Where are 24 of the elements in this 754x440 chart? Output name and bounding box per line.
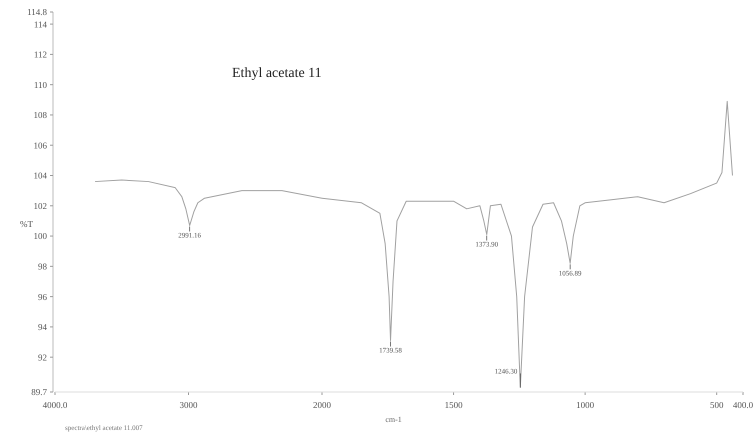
x-tick-label: 3000 bbox=[180, 400, 198, 410]
y-tick-label: 94 bbox=[38, 322, 48, 332]
y-tick-label: 114 bbox=[34, 19, 48, 30]
y-tick-label: 98 bbox=[38, 261, 48, 272]
y-tick-label: 110 bbox=[34, 80, 48, 90]
y-tick-label: 92 bbox=[38, 352, 47, 362]
x-tick-label: 2000 bbox=[313, 400, 332, 410]
y-tick-label: 100 bbox=[34, 231, 48, 242]
x-tick-label: 1000 bbox=[576, 400, 595, 410]
y-tick-label: 89.7 bbox=[31, 387, 48, 398]
text: Ethyl acetate 11 bbox=[232, 66, 322, 81]
x-tick-label: 4000.0 bbox=[42, 400, 68, 410]
y-tick-label: 114.8 bbox=[27, 7, 48, 18]
x-tick-label: 400.0 bbox=[732, 400, 754, 410]
y-tick-label: 102 bbox=[34, 200, 47, 211]
y-tick-label: 96 bbox=[38, 292, 48, 302]
y-tick-label: 104 bbox=[34, 170, 48, 181]
x-axis-title: cm-1 bbox=[385, 415, 402, 424]
x-tick-label: 500 bbox=[710, 400, 724, 410]
y-tick-label: 108 bbox=[34, 110, 48, 120]
x-tick-label: 1500 bbox=[444, 400, 464, 410]
y-tick-label: 112 bbox=[34, 50, 47, 60]
y-axis-title: %T bbox=[20, 219, 34, 230]
y-tick-label: 106 bbox=[34, 140, 48, 150]
